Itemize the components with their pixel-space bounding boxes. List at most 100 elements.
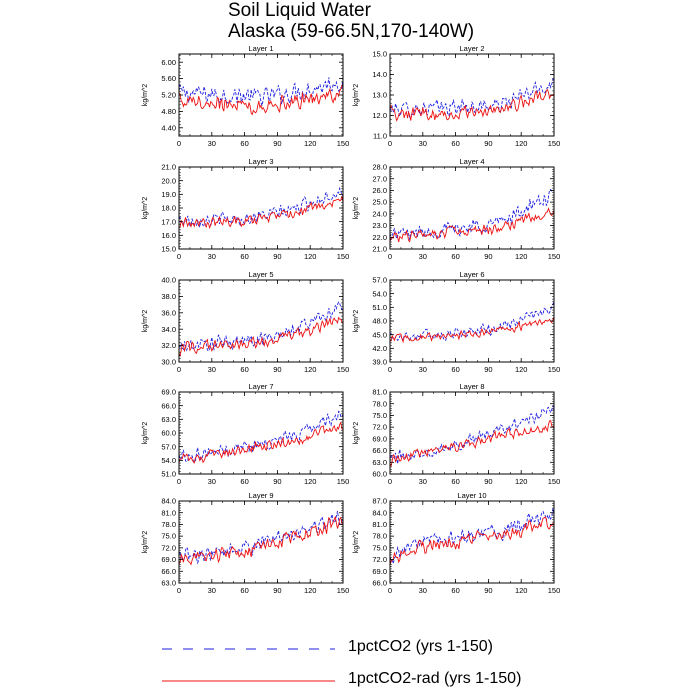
y-axis-label: kg/m^2 bbox=[353, 531, 360, 553]
y-tick-label: 63.0 bbox=[372, 458, 387, 467]
series-1pctco2-rad bbox=[179, 316, 343, 358]
panel-title: Layer 10 bbox=[457, 491, 486, 500]
x-tick-label: 0 bbox=[177, 477, 181, 486]
y-axis-label: kg/m^2 bbox=[142, 197, 149, 219]
x-tick-label: 150 bbox=[337, 139, 350, 148]
panel-layer-6: Layer 6 kg/m^2 0 30 60 90 120 150 39.0 42.0 45.0 48… bbox=[353, 270, 560, 374]
series-1pctco2-rad bbox=[179, 421, 343, 464]
panel-layer-2: Layer 2 kg/m^2 0 30 60 90 120 150 11.0 12.0 13.0 14… bbox=[353, 44, 560, 148]
y-tick-label: 54.0 bbox=[161, 456, 176, 465]
series-1pctco2-rad bbox=[179, 84, 343, 116]
y-tick-label: 57.0 bbox=[161, 442, 176, 451]
x-tick-label: 90 bbox=[484, 139, 492, 148]
panel-layer-4: Layer 4 kg/m^2 0 30 60 90 120 150 21.0 22.0 23.0 24… bbox=[353, 157, 560, 261]
y-tick-label: 21.0 bbox=[372, 245, 387, 254]
legend-label-1pctco2-rad: 1pctCO2-rad (yrs 1-150) bbox=[348, 670, 522, 687]
y-tick-label: 13.0 bbox=[372, 91, 387, 100]
series-1pctco2-rad bbox=[390, 316, 554, 344]
series-1pctco2 bbox=[179, 510, 343, 565]
panel-title: Layer 1 bbox=[248, 44, 273, 53]
chart-subtitle: Alaska (59-66.5N,170-140W) bbox=[228, 21, 475, 42]
x-tick-label: 150 bbox=[337, 586, 350, 595]
y-tick-label: 54.0 bbox=[372, 289, 387, 298]
y-tick-label: 75.0 bbox=[372, 543, 387, 552]
x-tick-label: 90 bbox=[273, 477, 281, 486]
x-tick-label: 0 bbox=[388, 365, 392, 374]
x-tick-label: 150 bbox=[548, 477, 561, 486]
y-tick-label: 72.0 bbox=[372, 555, 387, 564]
x-tick-label: 60 bbox=[240, 477, 248, 486]
y-tick-label: 15.0 bbox=[372, 50, 387, 59]
x-tick-label: 0 bbox=[177, 139, 181, 148]
y-tick-label: 63.0 bbox=[161, 579, 176, 588]
y-tick-label: 69.0 bbox=[161, 388, 176, 397]
y-tick-label: 22.0 bbox=[372, 233, 387, 242]
y-tick-label: 78.0 bbox=[161, 520, 176, 529]
x-tick-label: 60 bbox=[451, 365, 459, 374]
x-tick-label: 0 bbox=[388, 586, 392, 595]
plot-frame bbox=[389, 391, 555, 475]
x-tick-label: 90 bbox=[484, 365, 492, 374]
x-tick-label: 120 bbox=[515, 365, 528, 374]
x-tick-label: 0 bbox=[177, 252, 181, 261]
x-tick-label: 30 bbox=[208, 365, 216, 374]
y-tick-label: 51.0 bbox=[161, 470, 176, 479]
legend-label-1pctco2: 1pctCO2 (yrs 1-150) bbox=[348, 638, 493, 655]
x-tick-label: 90 bbox=[484, 586, 492, 595]
y-tick-label: 36.0 bbox=[161, 308, 176, 317]
y-tick-label: 69.0 bbox=[372, 434, 387, 443]
y-tick-label: 87.0 bbox=[372, 497, 387, 506]
y-tick-label: 40.0 bbox=[161, 276, 176, 285]
panel-layer-3: Layer 3 kg/m^2 0 30 60 90 120 150 15.0 16.0 17.0 18… bbox=[142, 157, 349, 261]
panel-layer-5: Layer 5 kg/m^2 0 30 60 90 120 150 30.0 32.0 34.0 36… bbox=[142, 270, 349, 374]
y-tick-label: 78.0 bbox=[372, 399, 387, 408]
y-tick-label: 17.0 bbox=[161, 217, 176, 226]
y-tick-label: 30.0 bbox=[161, 358, 176, 367]
series-1pctco2 bbox=[179, 301, 343, 352]
x-tick-label: 120 bbox=[304, 365, 317, 374]
y-axis-label: kg/m^2 bbox=[142, 84, 149, 106]
y-axis-label: kg/m^2 bbox=[353, 197, 360, 219]
series-1pctco2 bbox=[179, 410, 343, 463]
y-tick-label: 12.0 bbox=[372, 111, 387, 120]
y-tick-label: 18.0 bbox=[161, 204, 176, 213]
plot-frame bbox=[389, 500, 555, 584]
x-tick-label: 90 bbox=[273, 139, 281, 148]
y-tick-label: 81.0 bbox=[161, 508, 176, 517]
y-tick-label: 34.0 bbox=[161, 325, 176, 334]
y-tick-label: 84.0 bbox=[372, 508, 387, 517]
x-tick-label: 150 bbox=[337, 252, 350, 261]
series-1pctco2-rad bbox=[390, 88, 554, 122]
series-1pctco2 bbox=[390, 302, 554, 342]
x-tick-label: 30 bbox=[419, 477, 427, 486]
y-tick-label: 27.0 bbox=[372, 174, 387, 183]
y-tick-label: 20.0 bbox=[161, 176, 176, 185]
y-tick-label: 75.0 bbox=[161, 532, 176, 541]
x-tick-label: 60 bbox=[240, 586, 248, 595]
x-tick-label: 0 bbox=[388, 139, 392, 148]
x-tick-label: 120 bbox=[304, 586, 317, 595]
panel-title: Layer 6 bbox=[459, 270, 484, 279]
x-tick-label: 150 bbox=[548, 365, 561, 374]
panel-title: Layer 5 bbox=[248, 270, 273, 279]
y-tick-label: 69.0 bbox=[161, 555, 176, 564]
y-tick-label: 23.0 bbox=[372, 221, 387, 230]
x-tick-label: 30 bbox=[208, 586, 216, 595]
y-tick-label: 25.0 bbox=[372, 198, 387, 207]
y-tick-label: 28.0 bbox=[372, 163, 387, 172]
series-1pctco2-rad bbox=[179, 516, 343, 566]
y-tick-label: 81.0 bbox=[372, 520, 387, 529]
y-tick-label: 66.0 bbox=[161, 567, 176, 576]
y-tick-label: 60.0 bbox=[161, 429, 176, 438]
series-1pctco2 bbox=[390, 189, 554, 241]
x-tick-label: 90 bbox=[273, 365, 281, 374]
x-tick-label: 0 bbox=[388, 477, 392, 486]
x-tick-label: 120 bbox=[515, 139, 528, 148]
y-tick-label: 15.0 bbox=[161, 245, 176, 254]
x-tick-label: 30 bbox=[208, 477, 216, 486]
x-tick-label: 30 bbox=[208, 252, 216, 261]
x-tick-label: 120 bbox=[515, 252, 528, 261]
y-tick-label: 45.0 bbox=[372, 330, 387, 339]
x-tick-label: 150 bbox=[337, 477, 350, 486]
y-tick-label: 26.0 bbox=[372, 186, 387, 195]
